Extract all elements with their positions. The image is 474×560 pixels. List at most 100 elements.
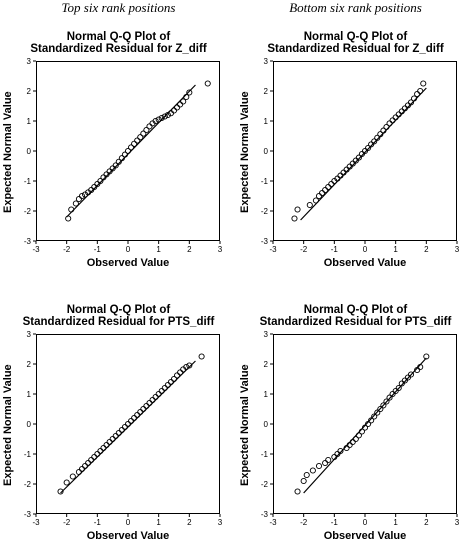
data-point <box>109 435 116 443</box>
y-tick-label: 2 <box>263 86 268 96</box>
x-tick-label: -3 <box>32 518 40 527</box>
x-tick-label: -1 <box>93 245 101 254</box>
data-point <box>177 369 184 376</box>
data-point <box>82 191 89 198</box>
data-point <box>383 398 390 405</box>
y-tick-label: -1 <box>260 449 268 459</box>
data-point <box>417 363 424 371</box>
data-point <box>69 473 76 480</box>
data-point <box>94 450 101 458</box>
data-point <box>355 432 362 439</box>
y-axis-label: Expected Normal Value <box>239 364 251 486</box>
y-tick-label: -1 <box>23 449 31 459</box>
data-point <box>186 362 193 369</box>
qq-plot-panel: Normal Q-Q Plot of Standardized Residual … <box>237 17 474 287</box>
x-tick-label: 3 <box>454 518 460 527</box>
x-tick-label: 1 <box>156 518 161 527</box>
data-point <box>380 127 387 134</box>
data-point <box>177 101 184 108</box>
x-tick-label: -1 <box>330 518 338 527</box>
data-point <box>106 438 113 446</box>
data-point <box>423 353 430 360</box>
reference-line <box>300 87 427 221</box>
data-point <box>309 467 316 474</box>
x-tick-label: 2 <box>187 245 192 254</box>
data-point <box>149 396 156 404</box>
data-point <box>112 162 119 169</box>
data-point <box>57 488 64 495</box>
data-point <box>146 123 153 130</box>
x-tick-label: 2 <box>424 518 429 527</box>
data-point <box>75 195 82 203</box>
y-tick-label: -3 <box>23 509 31 519</box>
x-tick-label: -2 <box>63 518 71 527</box>
y-tick-label: -3 <box>23 236 31 246</box>
y-tick-label: -2 <box>23 206 31 216</box>
data-point <box>124 147 132 155</box>
x-tick-label: 1 <box>393 245 398 254</box>
data-point <box>103 441 110 449</box>
y-tick-label: 1 <box>263 389 268 399</box>
data-point <box>312 197 319 204</box>
data-point <box>161 384 168 392</box>
data-point <box>389 117 396 124</box>
data-point <box>158 114 165 122</box>
data-point <box>392 114 399 121</box>
y-tick-label: 1 <box>26 116 31 126</box>
qq-plot-panel: Normal Q-Q Plot of Standardized Residual … <box>0 17 237 287</box>
data-point <box>407 99 415 106</box>
x-tick-label: -2 <box>300 518 308 527</box>
plot-area <box>33 60 221 244</box>
data-point <box>158 387 165 395</box>
data-point <box>155 390 162 398</box>
data-point <box>134 411 141 419</box>
data-point <box>137 134 144 141</box>
data-point <box>420 80 427 87</box>
data-point <box>365 420 372 428</box>
data-point <box>204 80 211 87</box>
x-tick-label: 2 <box>424 245 429 254</box>
y-tick-label: 0 <box>263 146 268 156</box>
x-axis-label: Observed Value <box>323 530 407 542</box>
x-tick-label: 2 <box>187 518 192 527</box>
y-tick-label: 3 <box>263 56 268 66</box>
data-point <box>121 151 128 158</box>
data-point <box>337 447 344 455</box>
y-tick-label: 2 <box>263 359 268 369</box>
qq-plot-svg <box>270 60 458 244</box>
y-tick-label: 3 <box>263 329 268 339</box>
data-point <box>121 423 128 431</box>
data-point <box>352 435 359 443</box>
x-tick-label: 0 <box>362 245 368 254</box>
data-point <box>414 90 421 98</box>
data-point <box>325 183 332 191</box>
data-point <box>306 201 313 209</box>
data-point <box>383 123 390 131</box>
x-tick-label: -3 <box>269 518 277 527</box>
chart-title-line2: Standardized Residual for Z_diff <box>267 43 444 55</box>
y-tick-label: 2 <box>26 359 31 369</box>
data-point <box>186 89 193 96</box>
data-point <box>386 394 393 401</box>
data-point <box>75 468 82 476</box>
data-point <box>358 428 365 435</box>
chart-title-line1: Normal Q-Q Plot of <box>303 304 408 316</box>
qq-plot-panel: Normal Q-Q Plot of Standardized Residual … <box>0 290 237 560</box>
x-tick-label: -2 <box>300 245 308 254</box>
y-axis-label: Expected Normal Value <box>2 364 14 486</box>
x-tick-label: -3 <box>32 245 40 254</box>
x-tick-label: -1 <box>330 245 338 254</box>
data-point <box>417 87 424 95</box>
plot-area <box>33 333 221 517</box>
data-point <box>124 420 132 428</box>
data-point <box>174 372 181 379</box>
y-tick-label: 1 <box>26 389 31 399</box>
x-tick-label: 0 <box>362 518 368 527</box>
data-point <box>174 104 181 111</box>
data-point <box>85 459 92 467</box>
qq-plot-svg <box>270 333 458 517</box>
chart-title-line2: Standardized Residual for PTS_diff <box>259 316 452 328</box>
data-point <box>374 409 381 416</box>
data-point <box>152 393 159 401</box>
y-tick-label: -2 <box>23 479 31 489</box>
